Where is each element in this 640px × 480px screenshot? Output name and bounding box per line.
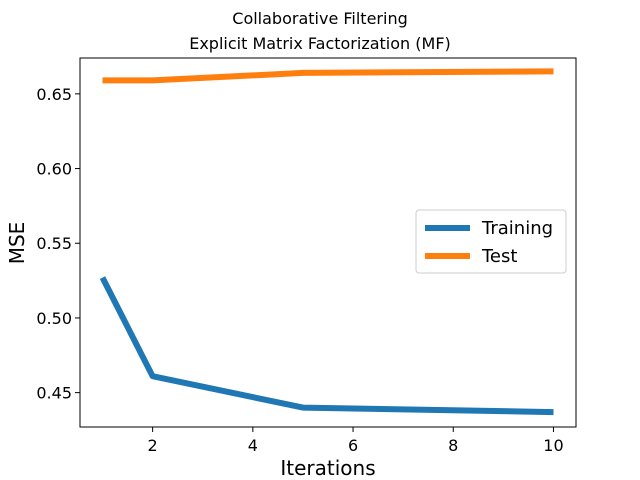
series-line-test [102, 68, 554, 84]
series-line-training [99, 276, 554, 416]
y-tick-label: 0.45 [36, 384, 72, 403]
chart-title: Collaborative Filtering [232, 9, 407, 28]
chart-legend: Training Test [415, 209, 567, 274]
x-axis-ticks: 2 4 6 8 10 [148, 427, 564, 455]
y-tick-label: 0.55 [36, 234, 72, 253]
y-tick-label: 0.65 [36, 85, 72, 104]
y-tick-label: 0.60 [36, 160, 72, 179]
y-axis-label: MSE [5, 222, 29, 265]
y-axis-ticks: 0.45 0.50 0.55 0.60 0.65 [36, 85, 80, 403]
x-tick-label: 4 [248, 436, 258, 455]
x-tick-label: 6 [348, 436, 358, 455]
plot-area [79, 57, 577, 428]
legend-label-test: Test [481, 246, 517, 267]
y-tick-label: 0.50 [36, 309, 72, 328]
x-tick-label: 8 [448, 436, 458, 455]
x-axis-label: Iterations [280, 456, 375, 480]
series-layer [99, 68, 554, 416]
chart-subtitle: Explicit Matrix Factorization (MF) [189, 34, 451, 53]
plot-frame [79, 57, 577, 428]
legend-label-training: Training [481, 218, 553, 239]
x-tick-label: 2 [148, 436, 158, 455]
x-tick-label: 10 [543, 436, 563, 455]
